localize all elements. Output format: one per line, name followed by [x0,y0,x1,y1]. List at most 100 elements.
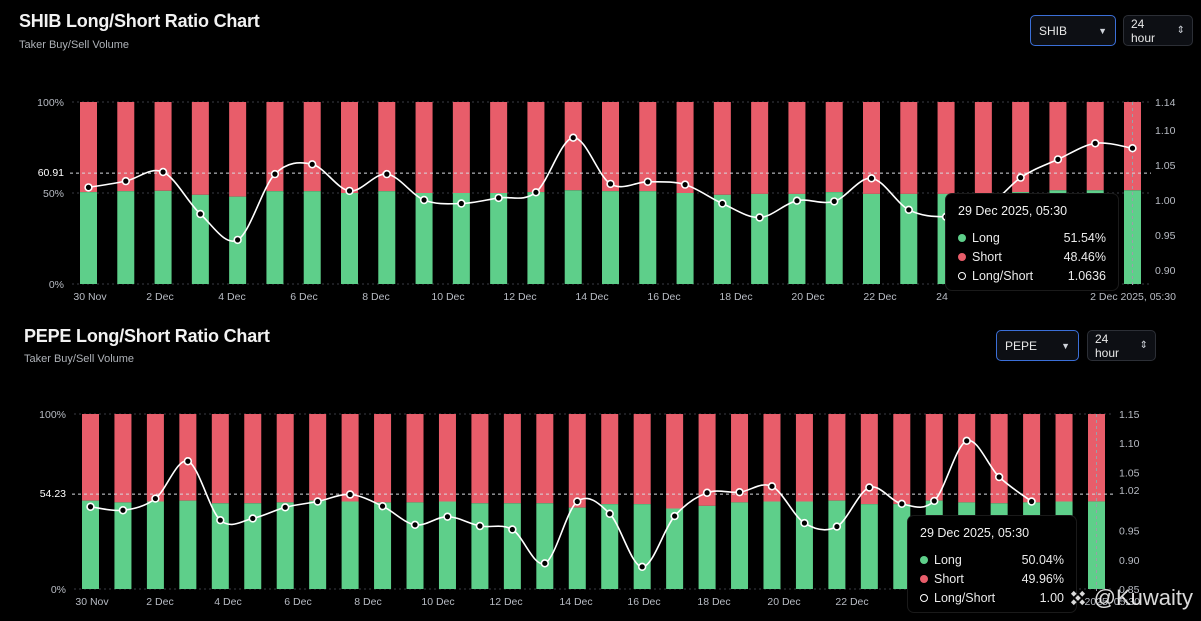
long-bar [146,501,164,589]
ratio-point [121,176,130,186]
x-axis-tick: 22 Dec [835,596,868,608]
x-axis-tick: 10 Dec [421,596,454,608]
short-bar [276,414,294,503]
ratio-point [767,482,777,491]
tooltip-long-label: Long [972,230,1000,245]
pepe-chart-panel: PEPE Long/Short Ratio Chart Taker Buy/Se… [0,312,1201,621]
short-bar [731,414,749,503]
x-axis-tick: 24 [936,291,948,303]
long-bar [179,500,197,589]
long-bar [244,503,262,589]
short-bar [900,102,918,194]
tooltip-short-label: Short [972,249,1002,264]
ratio-point [680,180,690,189]
ratio-point [270,169,280,179]
ratio-point [930,496,939,506]
short-bar [601,414,619,505]
ratio-point [308,160,317,169]
short-bar [863,102,880,194]
short-bar [378,102,396,192]
long-legend-icon [920,555,928,564]
x-axis-tick: 30 Nov [73,291,107,303]
pepe-chart-title: PEPE Long/Short Ratio Chart [24,326,270,346]
pepe-interval-select[interactable]: 24 hour ⇕ [1087,330,1156,361]
up-down-chevron-icon: ⇕ [1176,25,1185,36]
right-axis-tick: 0.85 [1119,584,1140,596]
tooltip-ratio-value: 1.00 [1039,590,1064,605]
long-bar [639,191,657,284]
long-bar [490,193,508,284]
x-axis-tick: 4 Dec [218,291,245,303]
pepe-tooltip: 29 Dec 2025, 05:30 Long 50.04% Short 49.… [908,516,1076,612]
short-bar [191,102,209,195]
pepe-chart-subtitle: Taker Buy/Sell Volume [24,353,135,365]
x-axis-tick: 6 Dec [290,291,317,303]
long-bar [795,501,813,589]
x-axis-tick: 8 Dec [362,291,389,303]
right-axis-tick: 1.00 [1155,195,1176,207]
ratio-point [755,213,764,222]
ratio-point [865,483,874,492]
ratio-point [994,472,1004,482]
short-bar [825,102,843,193]
x-axis-tick: 14 Dec [559,596,592,608]
x-axis-tick: 18 Dec [697,596,730,608]
short-bar [1049,102,1067,191]
tooltip-short-value: 49.96% [1021,571,1064,586]
tooltip-short-row: Short 48.46% [958,247,1106,266]
left-axis-tick: 100% [37,97,64,109]
x-axis-tick: 12 Dec [489,596,522,608]
tooltip-short-row: Short 49.96% [920,569,1064,588]
right-axis-tick: 0.95 [1119,526,1140,538]
ratio-point [904,205,913,215]
ratio-point [378,501,387,511]
x-axis-tick: 12 Dec [503,291,536,303]
ratio-point [345,490,355,499]
long-bar [751,193,769,284]
right-axis-tick: 1.02 [1119,485,1140,497]
long-bar [788,193,806,284]
pepe-symbol-select[interactable]: PEPE ▼ [996,330,1079,361]
long-bar [471,503,489,589]
chevron-down-icon: ▼ [1061,340,1070,351]
ratio-point [897,499,906,509]
long-bar [860,504,878,589]
tooltip-date: 29 Dec 2025, 05:30 [958,204,1068,218]
left-axis-tick: 100% [39,409,66,421]
ratio-point [345,186,354,196]
x-axis-tick: 6 Dec [284,596,311,608]
long-bar [601,504,619,589]
ratio-point [643,177,652,187]
long-bar [438,501,456,589]
right-axis-tick: 0.90 [1119,555,1140,567]
x-axis-tick: 20 Dec [791,291,824,303]
ratio-point [830,197,839,206]
ratio-point [867,174,876,183]
ratio-point [196,209,205,219]
short-bar [713,102,731,195]
short-bar [1012,102,1030,193]
short-bar [925,414,943,501]
long-bar [863,193,880,284]
long-bar [82,500,99,589]
short-bar [698,414,716,506]
ratio-point [233,235,242,245]
long-bar [266,191,284,284]
long-bar [378,191,396,284]
ratio-point [800,518,809,528]
shib-symbol-select[interactable]: SHIB ▼ [1030,15,1116,46]
long-bar [568,507,586,589]
right-axis-tick: 1.05 [1155,160,1176,172]
short-bar [527,102,545,193]
short-bar [82,414,99,501]
ratio-point [569,133,578,142]
shib-interval-select[interactable]: 24 hour ⇕ [1123,15,1193,46]
short-bar [341,414,359,502]
right-axis-tick: 1.14 [1155,97,1176,109]
ratio-point [118,506,128,515]
short-bar [503,414,521,504]
exchange-logo-icon [1070,590,1085,606]
short-bar [788,102,806,194]
left-axis-tick: 0% [49,279,64,291]
short-bar [937,102,955,194]
